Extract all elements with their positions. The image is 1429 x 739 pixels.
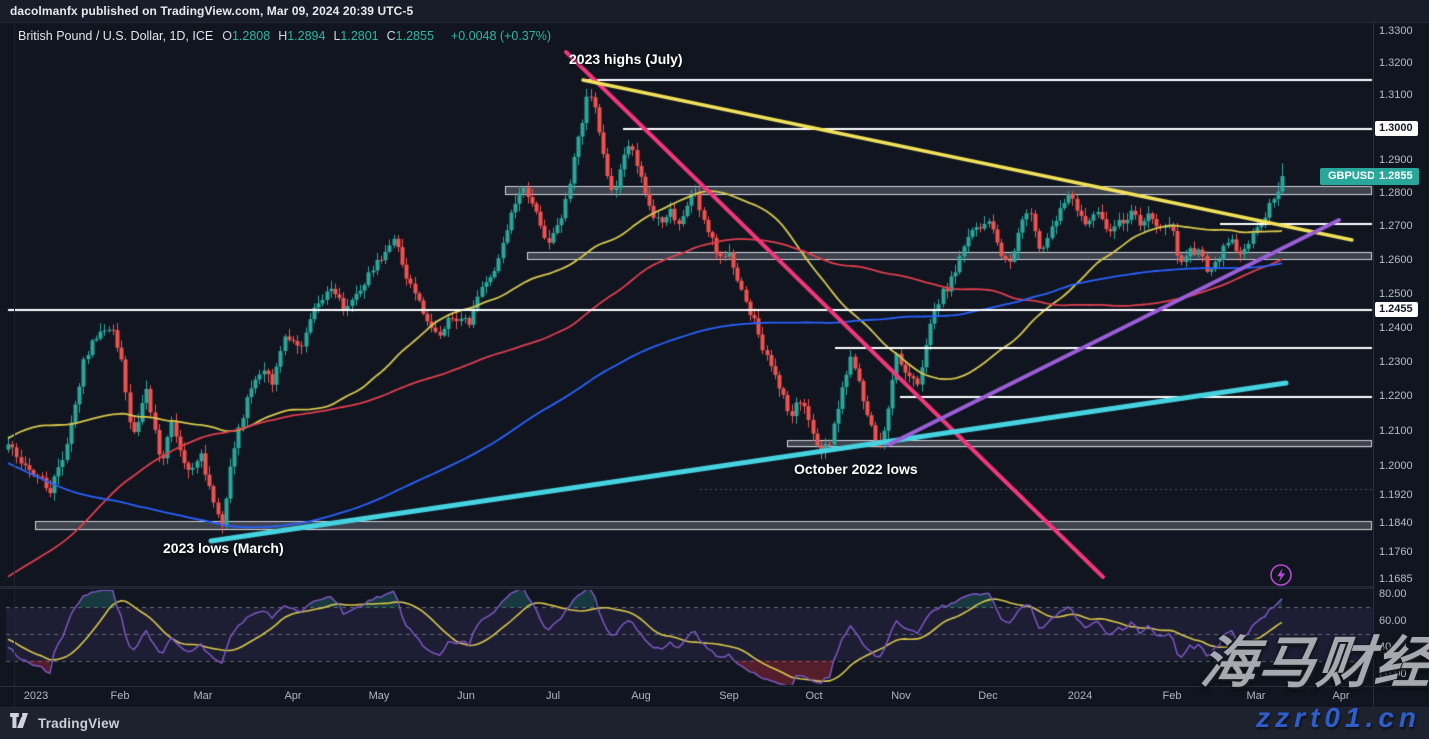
tradingview-logo-text: TradingView (38, 715, 120, 731)
current-price-label: 1.2855 (1374, 167, 1419, 185)
time-tick-label: Jun (457, 690, 475, 702)
publish-header: dacolmanfx published on TradingView.com,… (0, 0, 1429, 23)
price-axis-separator[interactable] (1373, 22, 1374, 707)
ohlc-item: L1.2801 (333, 29, 379, 43)
price-tick-label: 1.1840 (1379, 517, 1413, 530)
lightning-boost-icon[interactable] (1268, 562, 1294, 588)
chart-annotation: 2023 lows (March) (163, 540, 284, 556)
time-tick-label: 2023 (23, 690, 49, 702)
ohlc-item: C1.2855 (386, 29, 434, 43)
pane-separator[interactable] (0, 586, 1373, 589)
price-tick-label: 1.3100 (1379, 89, 1413, 102)
price-tick-label: 1.2900 (1379, 154, 1413, 167)
symbol-title: British Pound / U.S. Dollar, 1D, ICE (18, 29, 214, 43)
price-tick-label: 1.2100 (1379, 425, 1413, 438)
time-tick-label: Mar (1246, 690, 1266, 702)
watermark-url: zzrt01.cn (1256, 702, 1421, 733)
ohlc-item: O1.2808 (222, 29, 271, 43)
price-tick-label: 1.2000 (1379, 460, 1413, 473)
price-tick-label: 1.1920 (1379, 488, 1413, 501)
rsi-tick-label: 20.00 (1379, 667, 1407, 680)
price-tick-label: 1.2200 (1379, 390, 1413, 403)
symbol-price-tag: GBPUSD (1320, 167, 1384, 185)
rsi-tick-label: 40.00 (1379, 641, 1407, 654)
price-level-label: 1.3000 (1375, 120, 1418, 136)
publish-line: dacolmanfx published on TradingView.com,… (10, 4, 414, 18)
symbol-legend-row: British Pound / U.S. Dollar, 1D, ICE O1.… (18, 29, 551, 43)
rsi-tick-label: 80.00 (1379, 588, 1407, 601)
time-tick-label: Oct (805, 690, 823, 702)
price-tick-label: 1.3200 (1379, 56, 1413, 69)
tradingview-logo-link[interactable]: TradingView (10, 713, 119, 733)
chart-frame-left-border (14, 22, 15, 707)
time-tick-label: Apr (284, 690, 302, 702)
change-value: +0.0048 (+0.37%) (450, 29, 551, 43)
time-tick-label: Nov (891, 690, 911, 702)
tradingview-logo-icon (10, 713, 31, 733)
time-axis-separator (0, 686, 1429, 687)
ohlc-item: H1.2894 (278, 29, 326, 43)
price-level-label: 1.2455 (1375, 301, 1418, 317)
time-tick-label: Jul (545, 690, 561, 702)
time-tick-label: Aug (631, 690, 651, 702)
time-tick-label: Sep (719, 690, 739, 702)
price-tick-label: 1.2800 (1379, 187, 1413, 200)
price-tick-label: 1.2400 (1379, 321, 1413, 334)
price-tick-label: 1.1760 (1379, 545, 1413, 558)
chart-annotation: October 2022 lows (794, 461, 918, 477)
price-tick-label: 1.2500 (1379, 287, 1413, 300)
rsi-tick-label: 60.00 (1379, 614, 1407, 627)
time-tick-label: Apr (1332, 690, 1350, 702)
time-tick-label: May (368, 690, 390, 702)
time-tick-label: Dec (978, 690, 998, 702)
chart-annotation: 2023 highs (July) (569, 51, 683, 67)
time-tick-label: Feb (110, 690, 130, 702)
watermark-chinese: 海马财经 (1197, 631, 1429, 696)
price-tick-label: 1.1685 (1379, 572, 1413, 585)
price-tick-label: 1.2300 (1379, 355, 1413, 368)
price-tick-label: 1.3300 (1379, 24, 1413, 37)
price-tick-label: 1.2600 (1379, 253, 1413, 266)
time-tick-label: Feb (1162, 690, 1182, 702)
price-tick-label: 1.2700 (1379, 220, 1413, 233)
ohlc-values: O1.2808 H1.2894 L1.2801 C1.2855 (222, 29, 442, 43)
time-tick-label: Mar (193, 690, 213, 702)
footer-bar: TradingView (0, 707, 1429, 739)
time-tick-label: 2024 (1067, 690, 1093, 702)
